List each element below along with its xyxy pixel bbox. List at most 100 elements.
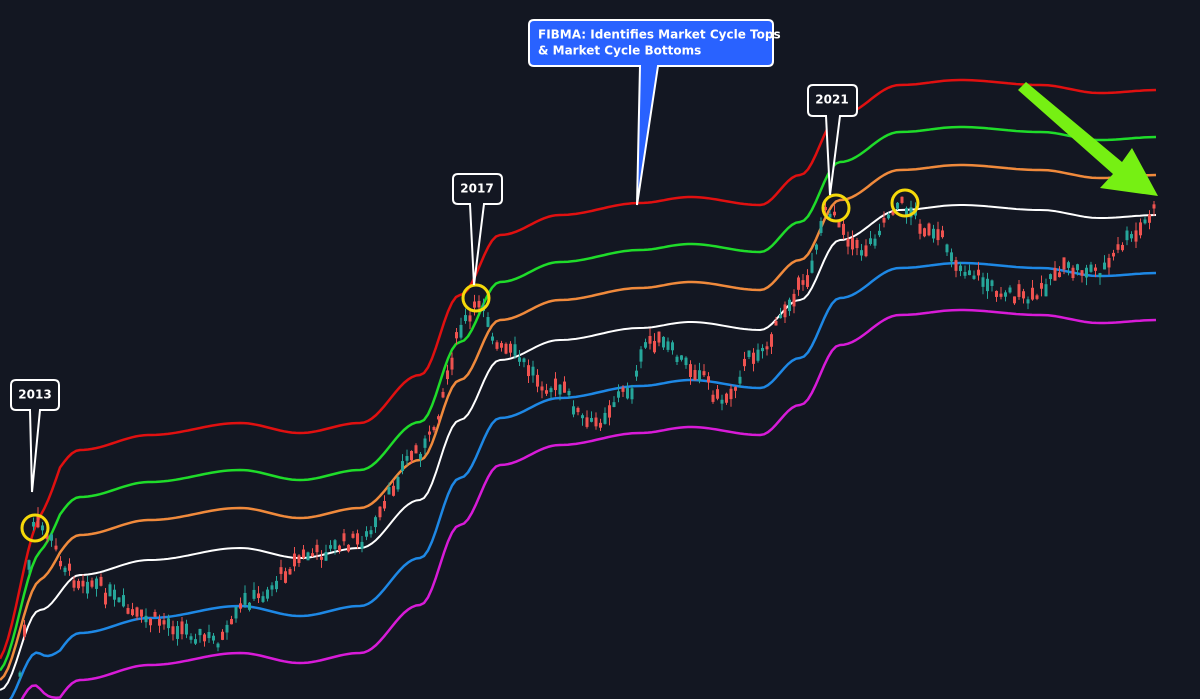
candle-body	[378, 506, 382, 518]
candle-body	[144, 615, 148, 623]
candle-body	[630, 388, 634, 400]
candle-body	[230, 619, 233, 625]
candle-body	[347, 544, 350, 552]
candle-body	[927, 223, 931, 236]
candle-body	[752, 352, 755, 364]
candle-body	[324, 552, 328, 561]
candle-body	[639, 349, 643, 362]
candle-body	[824, 206, 827, 211]
candle-body	[23, 624, 26, 637]
candle-body	[194, 639, 197, 644]
candle-body	[1004, 292, 1007, 297]
candle-body	[428, 431, 431, 435]
arrow	[1018, 82, 1158, 196]
candle-body	[536, 374, 539, 387]
candle-body	[788, 299, 791, 312]
candle-body	[954, 260, 958, 271]
candle-body	[171, 626, 175, 635]
candle-body	[689, 364, 692, 378]
candle-body	[1067, 262, 1070, 268]
candle-body	[657, 331, 661, 343]
candle-body	[216, 643, 220, 648]
cycle-circles	[20, 188, 920, 543]
candle-body	[18, 672, 22, 677]
candle-body	[558, 384, 562, 395]
candle-body	[513, 344, 517, 356]
candle-body	[45, 534, 49, 539]
candle-body	[68, 563, 71, 571]
candle-body	[617, 391, 620, 398]
candle-body	[1049, 274, 1052, 280]
candle-body	[815, 244, 818, 250]
candle-body	[500, 343, 503, 348]
candle-body	[774, 321, 778, 326]
candle-body	[284, 571, 287, 583]
candle-body	[36, 514, 40, 528]
candle-body	[1121, 244, 1124, 251]
candle-body	[1143, 219, 1147, 224]
band-line	[0, 163, 1157, 681]
candle-body	[599, 422, 602, 428]
candle-body	[684, 357, 688, 366]
candle-body	[986, 278, 989, 292]
candle-body	[135, 607, 139, 617]
candle-body	[720, 399, 724, 404]
candle-body	[540, 386, 544, 391]
candle-body	[329, 545, 332, 549]
candle-body	[635, 370, 638, 377]
candle-body	[1148, 214, 1151, 223]
cycle-circle	[890, 188, 920, 218]
candle-body	[1053, 267, 1057, 281]
candle-body	[185, 623, 188, 635]
candle-body	[167, 618, 170, 629]
candle-body	[54, 545, 58, 550]
candle-body	[545, 390, 548, 394]
candle-body	[891, 211, 895, 215]
candle-body	[270, 585, 274, 590]
candle-body	[864, 245, 868, 257]
callout-box	[452, 173, 503, 286]
candle-body	[963, 271, 967, 276]
candle-body	[189, 636, 193, 640]
candle-body	[203, 634, 206, 642]
candle-body	[1080, 270, 1084, 276]
candle-body	[680, 355, 683, 360]
candle-body	[81, 580, 85, 587]
candle-body	[1040, 282, 1043, 289]
candle-body	[509, 343, 512, 353]
candle-body	[288, 568, 292, 575]
candle-body	[104, 592, 107, 605]
candle-body	[495, 342, 499, 349]
candle-body	[306, 552, 310, 561]
candle-body	[90, 580, 94, 587]
candle-body	[153, 611, 157, 617]
candle-body	[302, 549, 305, 558]
candle-body	[1071, 267, 1075, 279]
callout-text: FIBMA: Identifies Market Cycle Tops	[538, 28, 781, 42]
candle-body	[248, 602, 251, 610]
candle-body	[792, 293, 796, 307]
candle-body	[1125, 230, 1129, 241]
candle-body	[666, 341, 670, 350]
candle-body	[531, 366, 535, 376]
candle-body	[342, 533, 346, 542]
candle-body	[212, 635, 215, 641]
candle-body	[846, 238, 850, 247]
candle-body	[1035, 295, 1039, 299]
candle-body	[149, 618, 152, 626]
candle-body	[1094, 267, 1097, 271]
candle-body	[477, 300, 481, 308]
candle-body	[414, 445, 418, 454]
candle-body	[729, 388, 733, 400]
candle-body	[563, 381, 566, 393]
candle-body	[1098, 273, 1102, 277]
candle-body	[995, 290, 998, 297]
candle-body	[819, 221, 823, 233]
candle-body	[401, 461, 404, 471]
candle-body	[113, 589, 116, 600]
candle-body	[459, 324, 463, 338]
candle-body	[1008, 287, 1012, 293]
candle-body	[977, 269, 980, 276]
candle-body	[779, 314, 782, 319]
